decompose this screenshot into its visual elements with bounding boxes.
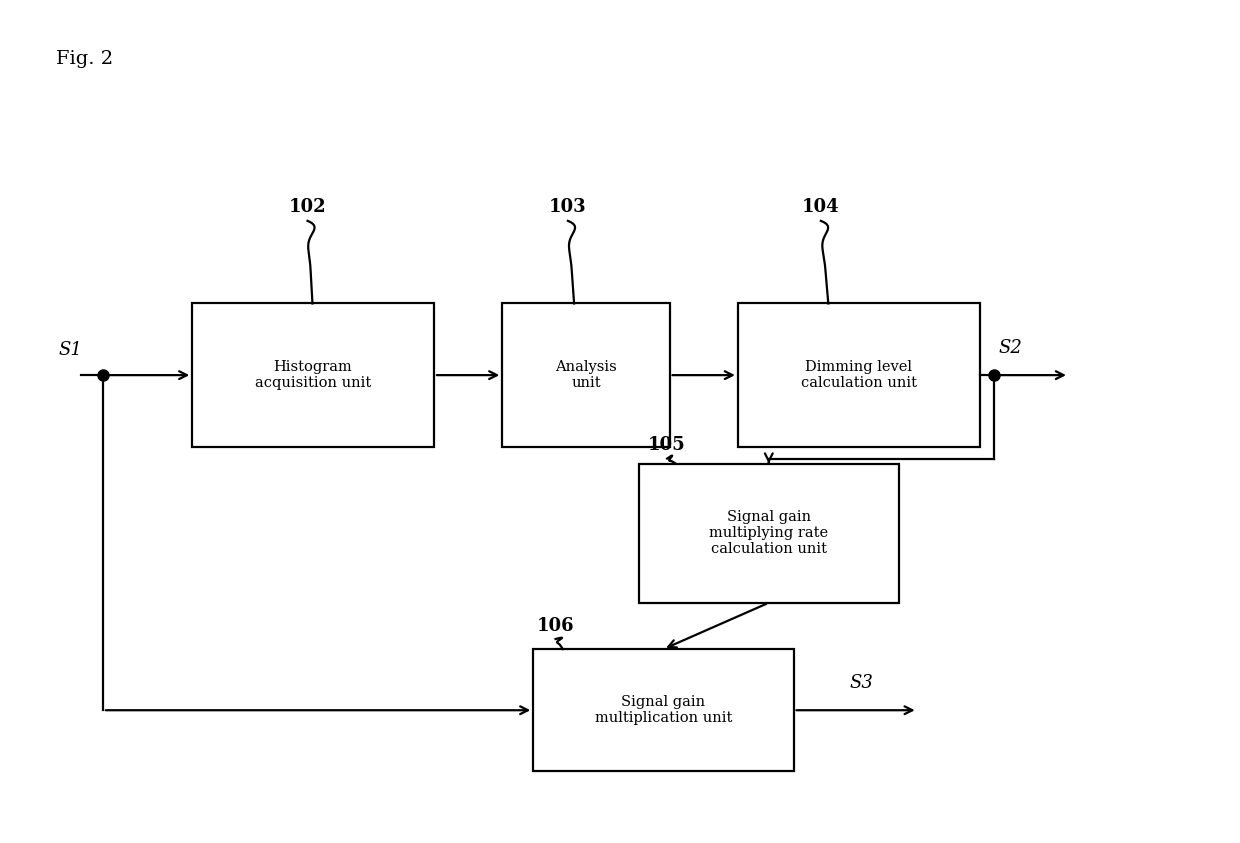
Text: 106: 106: [537, 616, 574, 635]
Text: Dimming level
calculation unit: Dimming level calculation unit: [801, 360, 916, 390]
Text: 104: 104: [802, 197, 839, 216]
Text: S1: S1: [58, 341, 83, 359]
Text: S3: S3: [849, 674, 874, 692]
Text: 102: 102: [289, 197, 326, 216]
Bar: [533, 649, 794, 771]
Bar: [738, 303, 980, 447]
Bar: [639, 464, 899, 603]
Bar: [192, 303, 434, 447]
Text: Histogram
acquisition unit: Histogram acquisition unit: [255, 360, 371, 390]
Text: Signal gain
multiplication unit: Signal gain multiplication unit: [595, 695, 732, 725]
Text: Signal gain
multiplying rate
calculation unit: Signal gain multiplying rate calculation…: [709, 510, 828, 556]
Bar: [502, 303, 670, 447]
Text: S2: S2: [998, 339, 1023, 357]
Text: Fig. 2: Fig. 2: [56, 50, 113, 68]
Text: 105: 105: [649, 436, 686, 454]
Text: 103: 103: [549, 197, 587, 216]
Text: Analysis
unit: Analysis unit: [556, 360, 616, 390]
